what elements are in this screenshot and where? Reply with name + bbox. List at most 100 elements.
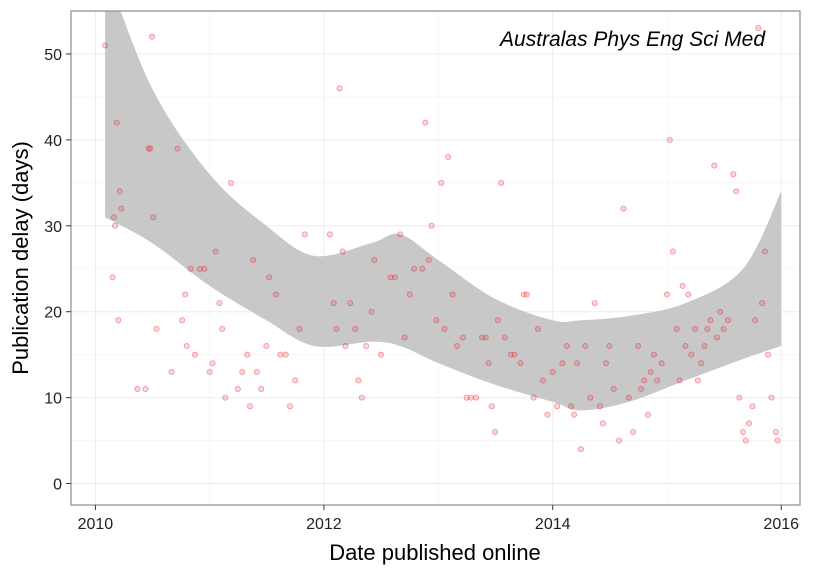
data-point	[277, 351, 284, 358]
data-point	[679, 282, 686, 289]
data-point	[478, 334, 485, 341]
data-point	[599, 420, 606, 427]
data-point	[102, 42, 109, 49]
data-point	[371, 257, 378, 264]
data-point	[118, 205, 125, 212]
data-point	[488, 403, 495, 410]
data-point	[625, 394, 632, 401]
data-point	[563, 343, 570, 350]
data-point	[663, 291, 670, 298]
data-point	[540, 377, 547, 384]
data-point	[701, 343, 708, 350]
data-point	[582, 343, 589, 350]
data-point	[153, 325, 160, 332]
data-point	[301, 231, 308, 238]
data-point	[725, 317, 732, 324]
chart-title: Australas Phys Eng Sci Med	[498, 28, 766, 51]
data-point	[406, 291, 413, 298]
data-point	[485, 360, 492, 367]
data-point	[749, 403, 756, 410]
data-point	[720, 325, 727, 332]
data-point	[239, 368, 246, 375]
data-point	[227, 179, 234, 186]
data-point	[654, 377, 661, 384]
data-point	[714, 334, 721, 341]
axes: 0 10 20 30 40 50 2010 2012 2014 2016	[44, 47, 799, 533]
data-point	[266, 274, 273, 281]
data-point	[587, 394, 594, 401]
data-point	[517, 360, 524, 367]
data-point	[253, 368, 260, 375]
x-tick-label: 2016	[763, 516, 799, 533]
data-point	[263, 343, 270, 350]
data-point	[387, 274, 394, 281]
data-point	[468, 394, 475, 401]
data-point	[459, 334, 466, 341]
data-points	[102, 25, 781, 453]
data-point	[411, 265, 418, 272]
data-point	[492, 428, 499, 435]
data-point	[222, 394, 229, 401]
data-point	[745, 420, 752, 427]
data-point	[698, 360, 705, 367]
data-point	[482, 334, 489, 341]
y-tick-label: 40	[44, 133, 62, 150]
data-point	[523, 291, 530, 298]
data-point	[428, 222, 435, 229]
x-tick-label: 2010	[78, 516, 114, 533]
data-point	[507, 351, 514, 358]
data-point	[494, 317, 501, 324]
data-point	[694, 377, 701, 384]
data-point	[191, 351, 198, 358]
data-point	[419, 265, 426, 272]
data-point	[377, 351, 384, 358]
data-point	[212, 248, 219, 255]
data-point	[453, 343, 460, 350]
data-point	[234, 386, 241, 393]
data-point	[397, 231, 404, 238]
data-point	[520, 291, 527, 298]
data-point	[110, 214, 117, 221]
data-point	[544, 411, 551, 418]
data-point	[650, 351, 657, 358]
data-point	[330, 300, 337, 307]
y-tick-label: 30	[44, 219, 62, 236]
data-point	[647, 368, 654, 375]
y-axis-title: Publication delay (days)	[8, 141, 33, 375]
data-point	[147, 145, 154, 152]
data-point	[568, 403, 575, 410]
data-point	[209, 360, 216, 367]
y-tick-label: 10	[44, 391, 62, 408]
data-point	[244, 351, 251, 358]
data-point	[768, 394, 775, 401]
data-point	[535, 325, 542, 332]
data-point	[511, 351, 518, 358]
data-point	[445, 154, 452, 161]
data-point	[206, 368, 213, 375]
data-point	[717, 308, 724, 315]
data-point	[368, 308, 375, 315]
data-point	[761, 248, 768, 255]
data-point	[707, 317, 714, 324]
data-point	[347, 300, 354, 307]
data-point	[247, 403, 254, 410]
data-point	[666, 136, 673, 143]
data-point	[501, 334, 508, 341]
data-point	[688, 351, 695, 358]
data-point	[149, 33, 156, 40]
data-point	[258, 386, 265, 393]
data-point	[682, 343, 689, 350]
data-point	[145, 145, 152, 152]
data-point	[616, 437, 623, 444]
data-point	[182, 291, 189, 298]
data-point	[774, 437, 781, 444]
data-point	[755, 25, 762, 32]
data-point	[630, 428, 637, 435]
data-point	[704, 325, 711, 332]
data-point	[183, 343, 190, 350]
data-point	[219, 325, 226, 332]
data-point	[733, 188, 740, 195]
data-point	[673, 325, 680, 332]
data-point	[150, 214, 157, 221]
